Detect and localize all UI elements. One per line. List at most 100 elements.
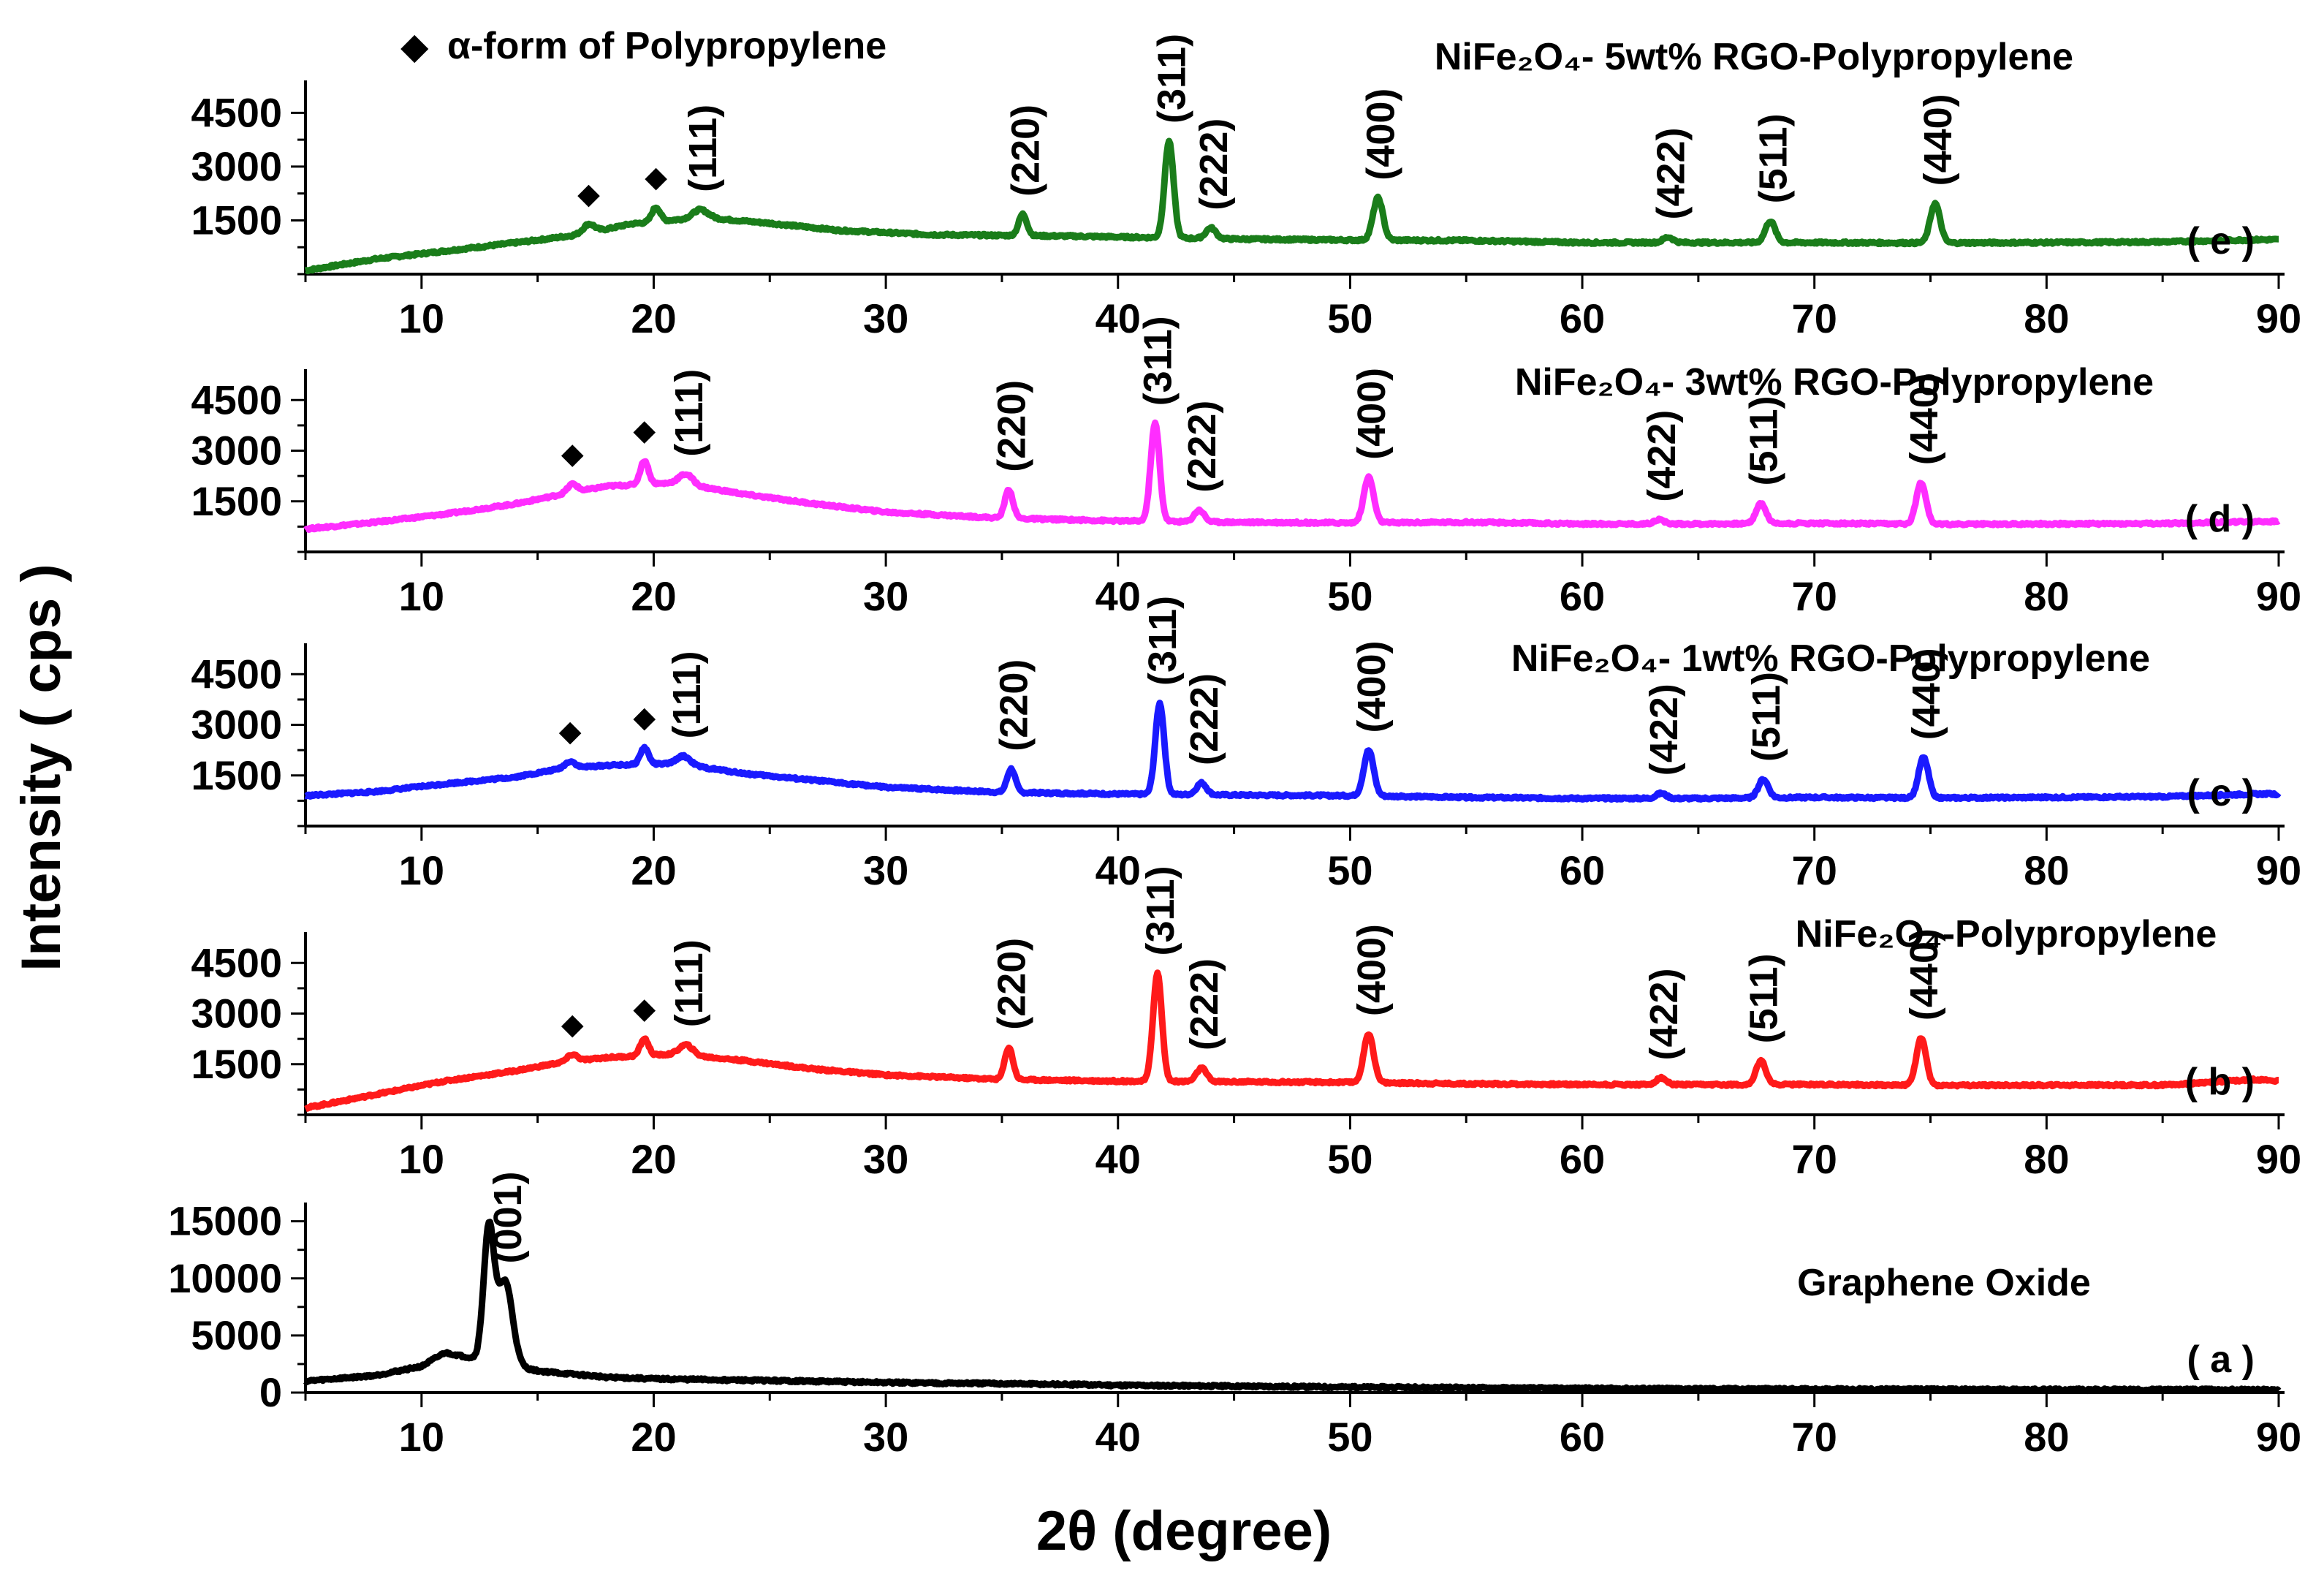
peak-label: (311) bbox=[1141, 596, 1185, 686]
peak-label: (220) bbox=[1004, 105, 1048, 197]
x-tick-label: 70 bbox=[1792, 573, 1837, 619]
peak-label: (311) bbox=[1136, 316, 1180, 406]
series-line-d bbox=[303, 419, 2281, 533]
x-tick-label: 70 bbox=[1792, 847, 1837, 893]
x-tick-label: 50 bbox=[1327, 1136, 1372, 1182]
alpha-pp-marker: ◆ bbox=[559, 715, 582, 747]
x-tick-label: 20 bbox=[631, 573, 676, 619]
y-tick-label: 4500 bbox=[191, 376, 282, 423]
alpha-pp-marker: ◆ bbox=[561, 1009, 584, 1041]
x-tick-label: 30 bbox=[863, 1414, 908, 1460]
panel-title: NiFe₂O₄- 5wt% RGO-Polypropylene bbox=[1435, 36, 2073, 78]
x-tick-label: 90 bbox=[2256, 847, 2301, 893]
y-tick-label: 3000 bbox=[191, 428, 282, 474]
y-tick-label: 3000 bbox=[191, 702, 282, 748]
alpha-pp-marker: ◆ bbox=[633, 702, 656, 734]
series-line-c bbox=[303, 700, 2282, 803]
y-tick-label: 4500 bbox=[191, 939, 282, 985]
legend: ◆ α-form of Polypropylene bbox=[400, 25, 886, 67]
peak-label: (422) bbox=[1649, 127, 1693, 219]
x-tick-label: 30 bbox=[863, 573, 908, 619]
peak-label: (440) bbox=[1902, 928, 1946, 1021]
x-tick-label: 20 bbox=[631, 1414, 676, 1460]
y-tick-label: 1500 bbox=[191, 478, 282, 524]
x-tick-label: 10 bbox=[399, 847, 444, 893]
panel-letter: ( e ) bbox=[2187, 220, 2255, 262]
x-tick-label: 10 bbox=[399, 1136, 444, 1182]
peak-label: (111) bbox=[667, 939, 711, 1027]
x-tick-label: 40 bbox=[1095, 295, 1141, 341]
peak-label: (422) bbox=[1642, 968, 1686, 1060]
x-tick-label: 20 bbox=[631, 1136, 676, 1182]
x-tick-label: 60 bbox=[1560, 295, 1605, 341]
y-tick-label: 4500 bbox=[191, 89, 282, 135]
x-tick-label: 70 bbox=[1792, 295, 1837, 341]
peak-label: (400) bbox=[1350, 924, 1394, 1016]
x-tick-label: 50 bbox=[1327, 295, 1372, 341]
peak-label: (111) bbox=[667, 369, 711, 457]
x-tick-label: 90 bbox=[2256, 573, 2301, 619]
peak-label: (400) bbox=[1350, 368, 1394, 460]
x-tick-label: 60 bbox=[1560, 1414, 1605, 1460]
peak-label: (422) bbox=[1642, 684, 1686, 776]
x-tick-label: 80 bbox=[2024, 573, 2069, 619]
legend-label: α-form of Polypropylene bbox=[447, 25, 886, 67]
peak-label: (220) bbox=[992, 659, 1036, 751]
x-tick-label: 10 bbox=[399, 295, 444, 341]
x-tick-label: 30 bbox=[863, 295, 908, 341]
x-tick-label: 70 bbox=[1792, 1136, 1837, 1182]
y-tick-label: 3000 bbox=[191, 991, 282, 1037]
alpha-pp-marker: ◆ bbox=[645, 161, 667, 193]
panel-letter: ( c ) bbox=[2187, 772, 2255, 814]
x-tick-label: 50 bbox=[1327, 1414, 1372, 1460]
x-tick-label: 80 bbox=[2024, 847, 2069, 893]
peak-label: (440) bbox=[1916, 94, 1960, 186]
y-tick-label: 3000 bbox=[191, 143, 282, 189]
peak-label: (222) bbox=[1182, 673, 1226, 765]
series-line-e bbox=[303, 137, 2281, 275]
y-axis-title: Intensity ( cps ) bbox=[10, 564, 72, 971]
peak-label: (400) bbox=[1350, 640, 1394, 732]
x-tick-label: 40 bbox=[1095, 573, 1141, 619]
panel-letter: ( a ) bbox=[2187, 1338, 2255, 1381]
y-tick-label: 15000 bbox=[168, 1198, 282, 1244]
panel-title: Graphene Oxide bbox=[1797, 1262, 2091, 1304]
peak-label: (511) bbox=[1744, 672, 1788, 762]
panel-letter: ( d ) bbox=[2185, 498, 2255, 540]
peak-label: (440) bbox=[1902, 373, 1946, 465]
peak-label: (220) bbox=[990, 380, 1034, 472]
x-tick-label: 60 bbox=[1560, 573, 1605, 619]
x-tick-label: 60 bbox=[1560, 1136, 1605, 1182]
panel-a: 10 20 30 40 50 60 70 80 90 0 5000 10000 15000 (001) Gr… bbox=[168, 1171, 2301, 1460]
peak-label: (511) bbox=[1742, 395, 1786, 485]
x-tick-label: 70 bbox=[1792, 1414, 1837, 1460]
x-tick-label: 10 bbox=[399, 1414, 444, 1460]
peak-label: (111) bbox=[681, 105, 725, 192]
panel-title: NiFe₂O₄-Polypropylene bbox=[1796, 913, 2217, 955]
panel-e: 10 20 30 40 50 60 70 80 90 1500 3000 4500 ◆ ◆ (111) (22… bbox=[191, 34, 2301, 341]
x-tick-label: 80 bbox=[2024, 295, 2069, 341]
y-tick-label: 1500 bbox=[191, 197, 282, 243]
x-tick-label: 20 bbox=[631, 295, 676, 341]
y-tick-label: 1500 bbox=[191, 1041, 282, 1087]
alpha-pp-marker: ◆ bbox=[561, 438, 584, 470]
peak-label: (422) bbox=[1640, 410, 1684, 502]
peak-label: (001) bbox=[486, 1171, 530, 1263]
peak-label: (222) bbox=[1180, 401, 1224, 493]
x-tick-label: 80 bbox=[2024, 1136, 2069, 1182]
x-tick-label: 50 bbox=[1327, 847, 1372, 893]
legend-diamond-marker: ◆ bbox=[400, 26, 429, 67]
panel-title: NiFe₂O₄- 1wt% RGO-Polypropylene bbox=[1511, 637, 2150, 680]
x-tick-label: 90 bbox=[2256, 295, 2301, 341]
panel-letter: ( b ) bbox=[2185, 1061, 2255, 1103]
panel-title: NiFe₂O₄- 3wt% RGO-Polypropylene bbox=[1515, 361, 2154, 404]
peak-label: (220) bbox=[990, 938, 1034, 1030]
x-axis-title: 2θ (degree) bbox=[1036, 1500, 1332, 1562]
y-tick-label: 4500 bbox=[191, 651, 282, 697]
x-tick-label: 40 bbox=[1095, 1136, 1141, 1182]
